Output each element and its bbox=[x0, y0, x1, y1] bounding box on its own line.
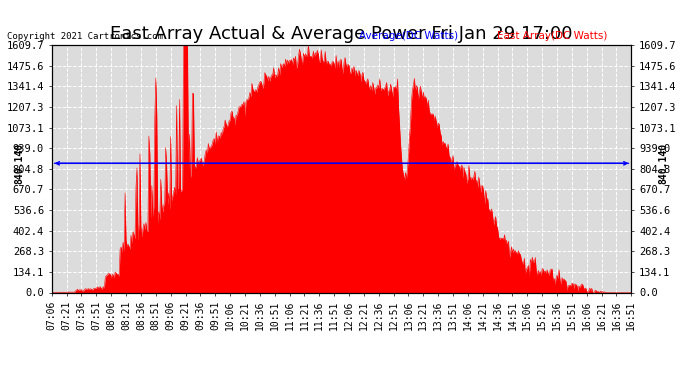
Text: 840.140: 840.140 bbox=[15, 143, 25, 184]
Title: East Array Actual & Average Power Fri Jan 29 17:00: East Array Actual & Average Power Fri Ja… bbox=[110, 26, 573, 44]
Text: Average(DC Watts): Average(DC Watts) bbox=[359, 32, 458, 41]
Text: East Array(DC Watts): East Array(DC Watts) bbox=[497, 32, 607, 41]
Text: 840.140: 840.140 bbox=[658, 143, 668, 184]
Text: Copyright 2021 Cartronics.com: Copyright 2021 Cartronics.com bbox=[7, 32, 163, 41]
